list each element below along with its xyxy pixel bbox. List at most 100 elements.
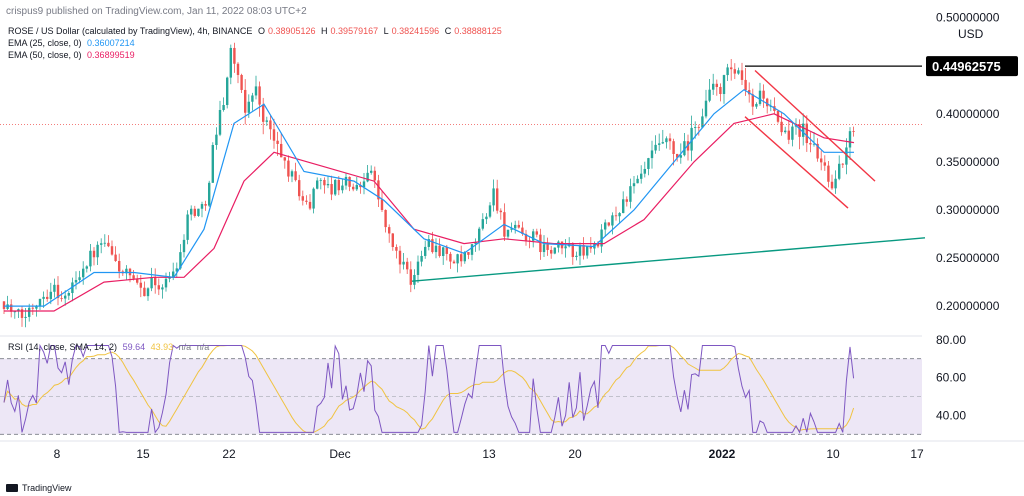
candle-body: [636, 178, 639, 184]
candle-body: [852, 131, 855, 132]
candle-body: [280, 143, 283, 158]
candle-body: [571, 244, 574, 257]
candle-body: [190, 208, 193, 215]
ohlc-c-value: 0.38888125: [454, 26, 502, 36]
candle-body: [632, 183, 636, 187]
candle-body: [582, 245, 585, 256]
candle-body: [366, 172, 369, 182]
candle-body: [319, 179, 322, 181]
rsi-value: 59.64: [122, 342, 146, 352]
candle-body: [848, 131, 852, 148]
symbol-title[interactable]: ROSE / US Dollar (calculated by TradingV…: [8, 26, 253, 36]
candle-body: [445, 247, 448, 254]
candle-body: [49, 291, 52, 299]
candle-body: [694, 127, 697, 128]
candle-body: [283, 157, 286, 161]
candle-body: [600, 229, 603, 247]
candle-body: [24, 316, 27, 318]
candle-body: [791, 126, 794, 140]
candle-body: [269, 120, 272, 130]
time-tick-label: 13: [482, 447, 496, 461]
rsi-tick-label: 60.00: [936, 371, 966, 385]
candle-body: [103, 242, 106, 244]
footer-brand-text: TradingView: [22, 483, 72, 493]
candle-body: [640, 173, 643, 179]
candle-body: [629, 186, 632, 202]
ema25-line: [4, 88, 854, 307]
channel-upper-line[interactable]: [754, 69, 876, 182]
candle-body: [406, 261, 409, 270]
price-tag-label: 0.44962575: [932, 59, 1001, 74]
rsi-tick-label: 80.00: [936, 333, 966, 347]
candle-body: [784, 130, 787, 133]
candle-body: [222, 105, 225, 110]
rsi-tick-label: 40.00: [936, 408, 966, 422]
time-tick-label: 20: [568, 447, 582, 461]
time-tick-label: 15: [136, 447, 150, 461]
ohlc-h-value: 0.39579167: [330, 26, 379, 36]
candle-body: [380, 199, 384, 210]
rsi-label: RSI (14, close, SMA, 14, 2): [8, 342, 118, 352]
candle-body: [233, 47, 236, 64]
rsi-band: [0, 358, 922, 435]
candle-body: [712, 83, 715, 90]
drawing-tools: [411, 65, 926, 282]
candle-body: [816, 143, 819, 159]
axes: 0.50000000 0.40000000 0.35000000 0.30000000…: [54, 11, 1018, 461]
ema50-label: EMA (50, close, 0): [8, 50, 82, 60]
candle-body: [769, 106, 772, 107]
candle-body: [838, 163, 841, 179]
candle-body: [200, 204, 204, 209]
candle-body: [578, 245, 582, 256]
candle-body: [100, 243, 103, 245]
candle-body: [78, 277, 81, 280]
candle-body: [618, 213, 621, 217]
candle-body: [478, 228, 481, 243]
ohlc-o-value: 0.38905126: [267, 26, 316, 36]
candle-body: [614, 215, 618, 217]
price-tick-label: 0.40000000: [936, 107, 1000, 121]
candle-body: [668, 138, 672, 142]
rsi-band-fill: [0, 358, 922, 435]
candle-body: [298, 180, 301, 197]
candle-body: [546, 244, 549, 250]
candle-body: [762, 90, 765, 99]
candle-body: [737, 70, 740, 74]
candle-body: [553, 247, 556, 254]
ema25-legend[interactable]: EMA (25, close, 0) 0.36007214: [8, 38, 138, 49]
candle-body: [420, 255, 423, 262]
candle-body: [607, 222, 610, 226]
support-trendline[interactable]: [411, 237, 926, 282]
rsi-na-1: n/a: [178, 342, 192, 352]
candle-body: [157, 285, 160, 290]
rsi-legend[interactable]: RSI (14, close, SMA, 14, 2) 59.64 43.93 …: [8, 342, 212, 353]
candle-body: [244, 89, 247, 113]
candle-body: [726, 67, 729, 76]
candle-body: [316, 180, 319, 189]
candle-body: [323, 179, 326, 186]
candle-body: [690, 127, 693, 151]
candle-body: [524, 233, 528, 241]
candle-body: [388, 227, 391, 234]
channel-lower-line[interactable]: [744, 116, 849, 209]
candle-body: [424, 246, 427, 256]
candle-body: [575, 255, 578, 257]
ema50-legend[interactable]: EMA (50, close, 0) 0.36899519: [8, 50, 138, 61]
candle-body: [474, 242, 477, 245]
candle-body: [305, 200, 308, 202]
candle-body: [370, 170, 373, 173]
candle-body: [211, 145, 214, 183]
candle-body: [92, 250, 96, 258]
candle-body: [467, 252, 470, 255]
candle-body: [60, 298, 63, 299]
candle-body: [35, 305, 38, 309]
rsi-na-2: n/a: [196, 342, 210, 352]
candlestick-series: [2, 42, 855, 328]
price-tick-label: 0.30000000: [936, 203, 1000, 217]
ohlc-l-label: L: [383, 26, 389, 36]
candle-body: [625, 199, 628, 202]
candle-body: [172, 271, 175, 277]
candle-body: [809, 143, 812, 145]
ema25-label: EMA (25, close, 0): [8, 38, 82, 48]
footer-brand[interactable]: TradingView: [6, 483, 72, 493]
